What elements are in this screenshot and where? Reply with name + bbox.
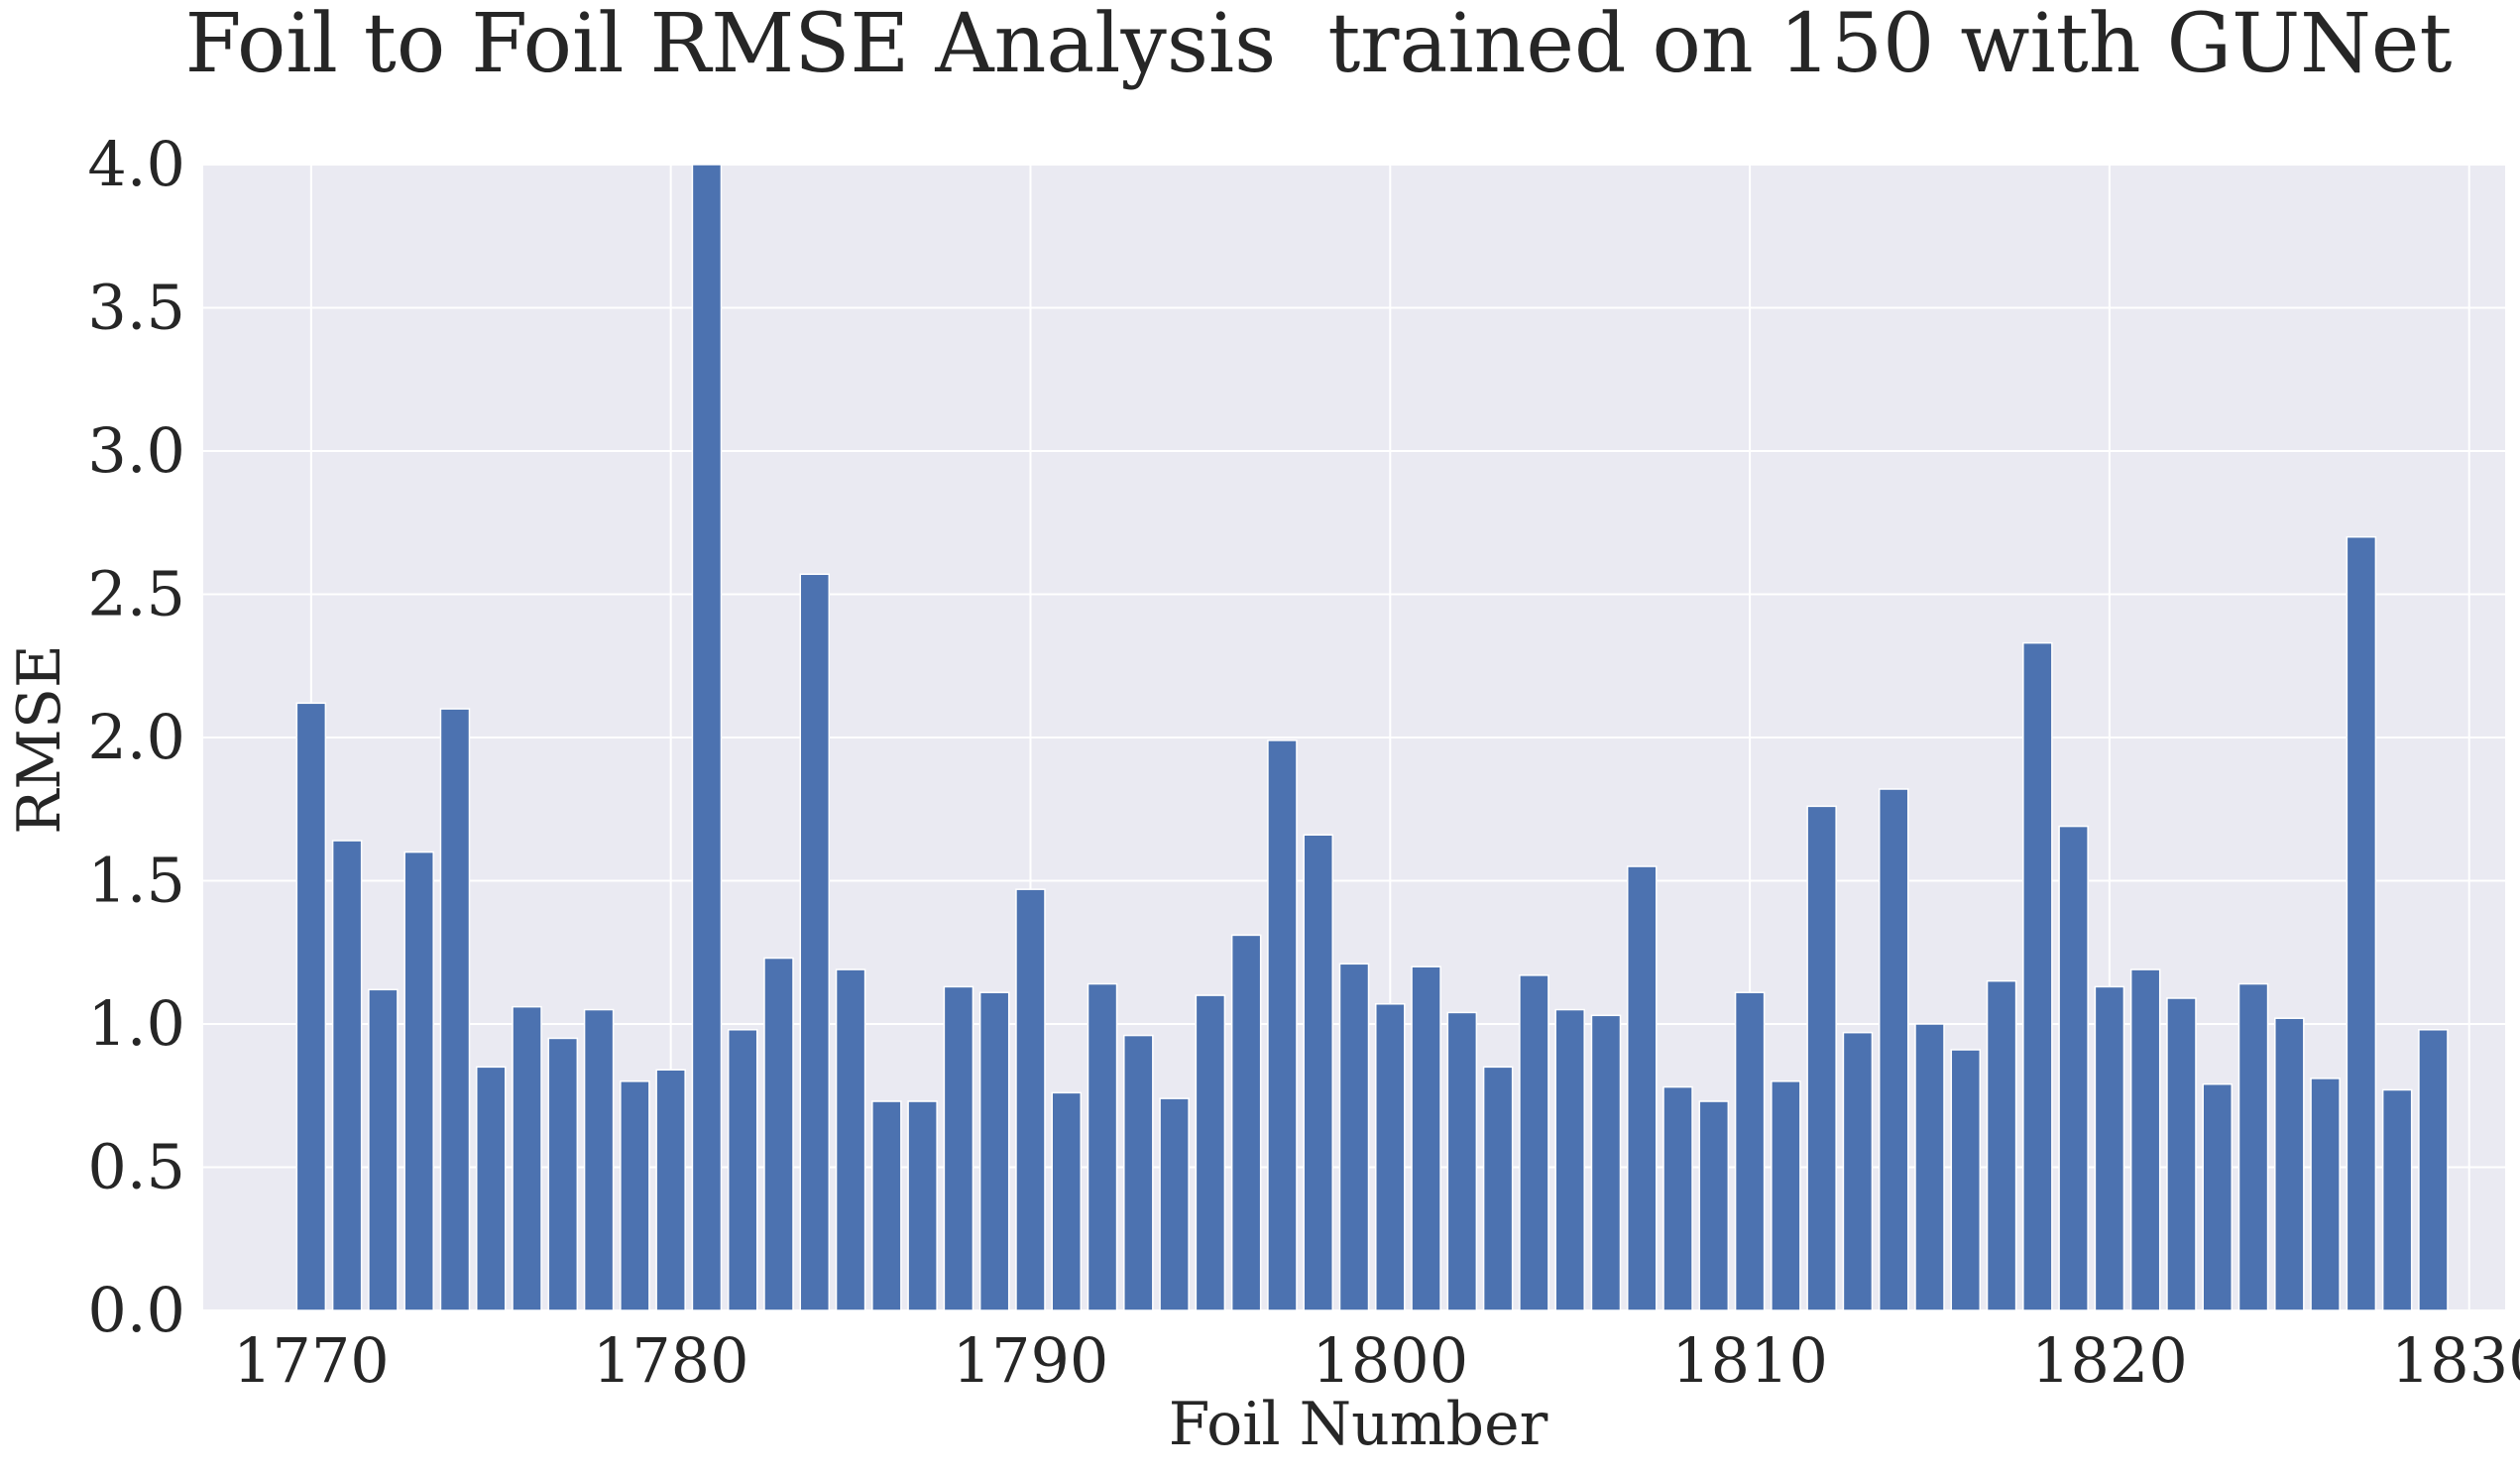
x-tick-labels: 1770 1780 1790 1800 1810 1820 1830 bbox=[233, 1324, 2520, 1397]
bar bbox=[1195, 994, 1226, 1311]
bar bbox=[799, 573, 831, 1311]
bar bbox=[2094, 985, 2125, 1311]
bar bbox=[1771, 1080, 1801, 1311]
bar bbox=[331, 840, 363, 1311]
y-tick-label: 3.0 bbox=[87, 414, 185, 487]
bar bbox=[1123, 1034, 1154, 1311]
x-tick-label: 1810 bbox=[1671, 1324, 1828, 1397]
y-tick-label: 0.0 bbox=[87, 1274, 185, 1346]
x-axis-label: Foil Number bbox=[1169, 1390, 1548, 1459]
bar bbox=[620, 1080, 650, 1311]
x-tick-label: 1830 bbox=[2391, 1324, 2520, 1397]
bar bbox=[1590, 1014, 1622, 1311]
bar bbox=[2310, 1078, 2341, 1311]
bar bbox=[727, 1029, 758, 1311]
bar bbox=[1878, 788, 1909, 1311]
bar bbox=[1159, 1097, 1190, 1311]
bar bbox=[403, 851, 434, 1311]
bar bbox=[871, 1100, 902, 1311]
x-tick-label: 1820 bbox=[2031, 1324, 2188, 1397]
bar bbox=[2237, 982, 2269, 1311]
bar bbox=[2346, 535, 2377, 1311]
bar bbox=[368, 988, 399, 1311]
bar bbox=[978, 991, 1010, 1311]
bar bbox=[1842, 1031, 1874, 1311]
y-tick-label: 2.0 bbox=[87, 701, 185, 773]
bar bbox=[2274, 1017, 2305, 1311]
x-tick-label: 1800 bbox=[1312, 1324, 1468, 1397]
bar bbox=[1411, 965, 1441, 1311]
y-tick-label: 3.5 bbox=[87, 272, 185, 344]
bar bbox=[1698, 1100, 1730, 1311]
bar bbox=[1662, 1085, 1693, 1311]
bar bbox=[1626, 865, 1658, 1311]
bar bbox=[439, 708, 471, 1311]
y-tick-label: 0.5 bbox=[87, 1131, 185, 1203]
bar bbox=[943, 985, 974, 1311]
bar bbox=[1267, 739, 1298, 1311]
y-tick-labels: 0.0 0.5 1.0 1.5 2.0 2.5 3.0 3.5 4.0 bbox=[87, 128, 185, 1346]
bar bbox=[1482, 1066, 1514, 1311]
bar bbox=[1554, 1008, 1585, 1311]
bar bbox=[547, 1037, 579, 1311]
bar bbox=[2381, 1088, 2413, 1311]
bar bbox=[1950, 1049, 1982, 1311]
bar bbox=[512, 1005, 542, 1311]
bar bbox=[655, 1069, 686, 1311]
bar bbox=[1519, 974, 1549, 1311]
y-tick-label: 4.0 bbox=[87, 128, 185, 200]
bar bbox=[2418, 1029, 2449, 1311]
bar bbox=[2202, 1082, 2234, 1311]
bar bbox=[691, 164, 723, 1311]
chart-title: Foil to Foil RMSE Analysis trained on 15… bbox=[185, 0, 2453, 91]
bar bbox=[2022, 641, 2053, 1311]
y-axis-label: RMSE bbox=[5, 644, 74, 835]
bar bbox=[583, 1008, 615, 1311]
bar bbox=[1375, 1003, 1406, 1311]
bar bbox=[2129, 968, 2161, 1311]
bar bbox=[1338, 963, 1370, 1311]
bar bbox=[1230, 934, 1262, 1311]
x-tick-label: 1790 bbox=[953, 1324, 1109, 1397]
bar bbox=[1806, 805, 1837, 1311]
bars bbox=[295, 164, 2449, 1311]
bar bbox=[1914, 1023, 1945, 1311]
bar bbox=[475, 1066, 507, 1311]
bar bbox=[1051, 1091, 1083, 1311]
bar bbox=[2166, 997, 2197, 1311]
bar bbox=[1734, 991, 1766, 1311]
bar bbox=[1446, 1011, 1478, 1311]
bar bbox=[835, 968, 866, 1311]
y-tick-label: 2.5 bbox=[87, 558, 185, 630]
bar bbox=[2058, 825, 2089, 1311]
x-tick-label: 1770 bbox=[233, 1324, 390, 1397]
bar bbox=[1015, 888, 1046, 1311]
y-tick-label: 1.0 bbox=[87, 987, 185, 1060]
bar bbox=[1087, 982, 1118, 1311]
y-tick-label: 1.5 bbox=[87, 845, 185, 917]
x-tick-label: 1780 bbox=[593, 1324, 749, 1397]
bar bbox=[1303, 834, 1333, 1311]
bar bbox=[295, 702, 327, 1311]
bar bbox=[907, 1100, 938, 1311]
bar bbox=[1986, 979, 2017, 1311]
bar bbox=[763, 957, 794, 1311]
